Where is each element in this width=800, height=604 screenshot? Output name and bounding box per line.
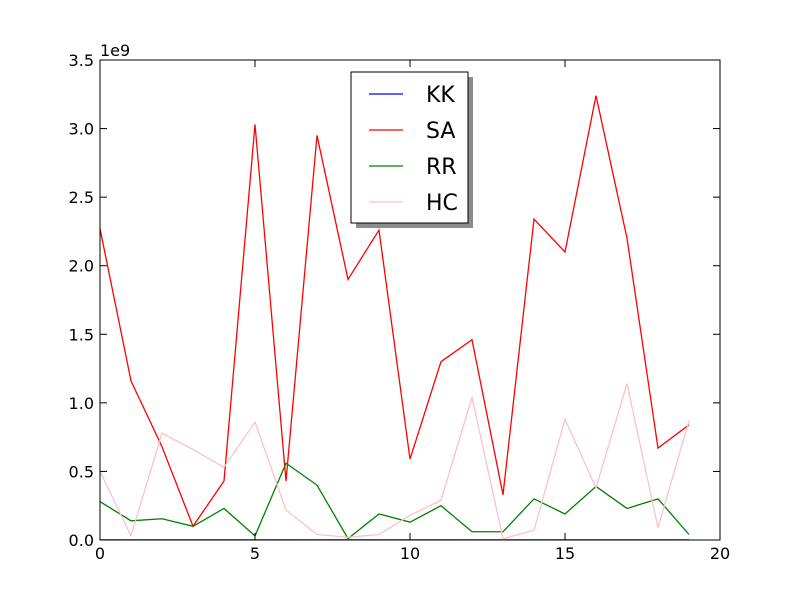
legend-label-hc: HC: [426, 191, 458, 216]
legend-label-kk: KK: [426, 83, 455, 108]
series-line-rr: [100, 462, 690, 540]
x-tick-label: 10: [400, 544, 420, 563]
y-tick-label: 1.5: [69, 325, 94, 344]
y-tick-label: 3.0: [69, 120, 94, 139]
y-tick-label: 0.5: [69, 462, 94, 481]
series-line-hc: [100, 383, 690, 540]
legend-label-rr: RR: [426, 155, 457, 180]
y-tick-label: 2.5: [69, 188, 94, 207]
legend-label-sa: SA: [426, 119, 455, 144]
y-tick-label: 1.0: [69, 394, 94, 413]
y-tick-label: 3.5: [69, 51, 94, 70]
legend[interactable]: KK SA RR HC: [350, 71, 473, 228]
x-tick-label: 0: [95, 544, 105, 563]
x-tick-label: 20: [710, 544, 730, 563]
legend-box: [350, 71, 469, 224]
ticks-layer: 0 5 10 15 20 0.0 0.5 1.0 1.5 2.0 2.5 3.0 3.5: [69, 51, 731, 563]
x-tick-label: 5: [250, 544, 260, 563]
y-tick-label: 0.0: [69, 531, 94, 550]
y-tick-label: 2.0: [69, 257, 94, 276]
x-tick-label: 15: [555, 544, 575, 563]
series-line-sa: [100, 95, 690, 528]
y-offset-label: 1e9: [100, 41, 130, 60]
